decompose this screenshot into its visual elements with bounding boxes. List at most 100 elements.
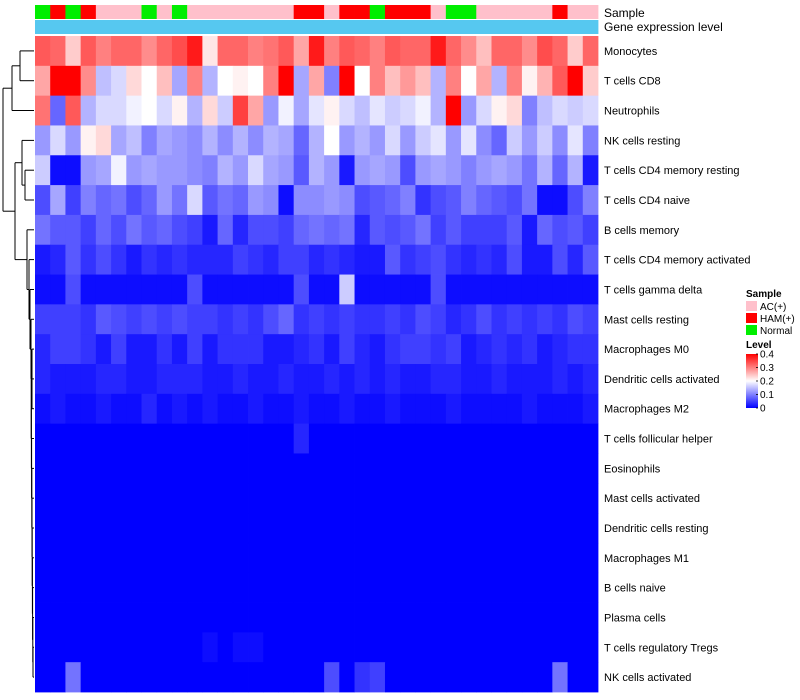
sample-annotation-cell xyxy=(141,5,158,19)
heatmap-cell xyxy=(324,632,340,663)
heatmap-cell xyxy=(50,185,66,216)
heatmap-cell xyxy=(50,304,66,335)
heatmap-cell xyxy=(141,572,158,603)
heatmap-cell xyxy=(126,542,142,574)
heatmap-cell xyxy=(476,334,492,365)
heatmap-cell xyxy=(521,662,538,693)
heatmap-cell xyxy=(202,542,218,574)
heatmap-cell xyxy=(278,632,295,663)
heatmap-cell xyxy=(50,423,66,454)
heatmap-cell xyxy=(324,393,340,425)
heatmap-cell xyxy=(537,542,553,574)
heatmap-cell xyxy=(50,214,66,246)
gene-annotation-cell xyxy=(141,20,158,34)
heatmap-cell xyxy=(521,185,538,216)
heatmap-cell xyxy=(278,483,295,514)
heatmap-cell xyxy=(65,662,82,693)
legend-level-tick-label: 0.2 xyxy=(760,377,774,388)
heatmap-cell xyxy=(430,125,447,156)
heatmap-cell xyxy=(50,95,66,126)
sample-annotation-cell xyxy=(171,5,188,19)
heatmap-cell xyxy=(141,334,158,365)
heatmap-cell xyxy=(384,65,401,97)
legend-level-tick-label: 0.1 xyxy=(760,390,774,401)
heatmap-cell xyxy=(506,572,523,603)
heatmap-cell xyxy=(567,65,584,97)
row-label: Macrophages M1 xyxy=(604,553,689,565)
heatmap-cell xyxy=(430,602,447,633)
heatmap-cell xyxy=(50,453,66,484)
heatmap-cell xyxy=(187,632,203,663)
heatmap-cell xyxy=(567,304,584,335)
heatmap-cell xyxy=(461,662,477,693)
heatmap-cell xyxy=(521,155,538,186)
heatmap-cell xyxy=(202,572,218,603)
heatmap-cell xyxy=(369,513,386,544)
heatmap-cell xyxy=(567,95,584,126)
row-label: T cells CD4 memory activated xyxy=(604,255,751,267)
heatmap-cell xyxy=(278,572,295,603)
heatmap-cell xyxy=(552,513,568,544)
heatmap-cell xyxy=(339,214,355,246)
heatmap-cell xyxy=(217,36,234,67)
sample-annotation-cell xyxy=(248,5,264,19)
heatmap-cell xyxy=(202,36,218,67)
heatmap-cell xyxy=(339,155,355,186)
heatmap-cell xyxy=(95,453,112,484)
heatmap-cell xyxy=(293,542,310,574)
sample-annotation-cell xyxy=(65,5,82,19)
heatmap-cell xyxy=(324,65,340,97)
heatmap-cell xyxy=(552,602,568,633)
heatmap-cell xyxy=(202,364,218,395)
heatmap-cell xyxy=(65,542,82,574)
heatmap-cell xyxy=(65,65,82,97)
heatmap-cell xyxy=(537,214,553,246)
heatmap-cell xyxy=(491,125,508,156)
heatmap-cell xyxy=(506,453,523,484)
heatmap-cell xyxy=(384,36,401,67)
heatmap-cell xyxy=(156,572,173,603)
heatmap-cell xyxy=(400,632,416,663)
heatmap-cell xyxy=(187,602,203,633)
heatmap-cell xyxy=(339,513,355,544)
heatmap-cell xyxy=(187,393,203,425)
heatmap-cell xyxy=(430,483,447,514)
heatmap-cell xyxy=(217,244,234,275)
heatmap-cell xyxy=(95,542,112,574)
heatmap-cell xyxy=(293,65,310,97)
heatmap-cell xyxy=(415,244,432,275)
heatmap-cell xyxy=(476,364,492,395)
heatmap-cell xyxy=(582,155,599,186)
heatmap-cell xyxy=(461,95,477,126)
heatmap-cell xyxy=(80,483,97,514)
heatmap-cell xyxy=(95,214,112,246)
heatmap-cell xyxy=(415,423,432,454)
heatmap-cell xyxy=(324,274,340,305)
heatmap-cell xyxy=(339,244,355,275)
heatmap-cell xyxy=(171,513,188,544)
heatmap-cell xyxy=(171,364,188,395)
heatmap-cell xyxy=(369,364,386,395)
heatmap-cell xyxy=(248,155,264,186)
heatmap-cell xyxy=(263,155,279,186)
gene-annotation-cell xyxy=(126,20,142,34)
sample-annotation-cell xyxy=(95,5,112,19)
heatmap-cell xyxy=(217,304,234,335)
heatmap-cell xyxy=(461,513,477,544)
heatmap-cell xyxy=(415,632,432,663)
heatmap-cell xyxy=(232,453,249,484)
heatmap-cell xyxy=(445,244,462,275)
heatmap-cell xyxy=(339,65,355,97)
heatmap-cell xyxy=(263,662,279,693)
heatmap-cell xyxy=(156,542,173,574)
legend-level-title: Level xyxy=(746,340,772,351)
heatmap-cell xyxy=(369,393,386,425)
heatmap-cell xyxy=(248,185,264,216)
heatmap-cell xyxy=(111,244,127,275)
heatmap-cell xyxy=(278,36,295,67)
heatmap-cell xyxy=(324,36,340,67)
heatmap-cell xyxy=(476,125,492,156)
heatmap-cell xyxy=(384,423,401,454)
heatmap-cell xyxy=(232,304,249,335)
heatmap-cell xyxy=(552,542,568,574)
